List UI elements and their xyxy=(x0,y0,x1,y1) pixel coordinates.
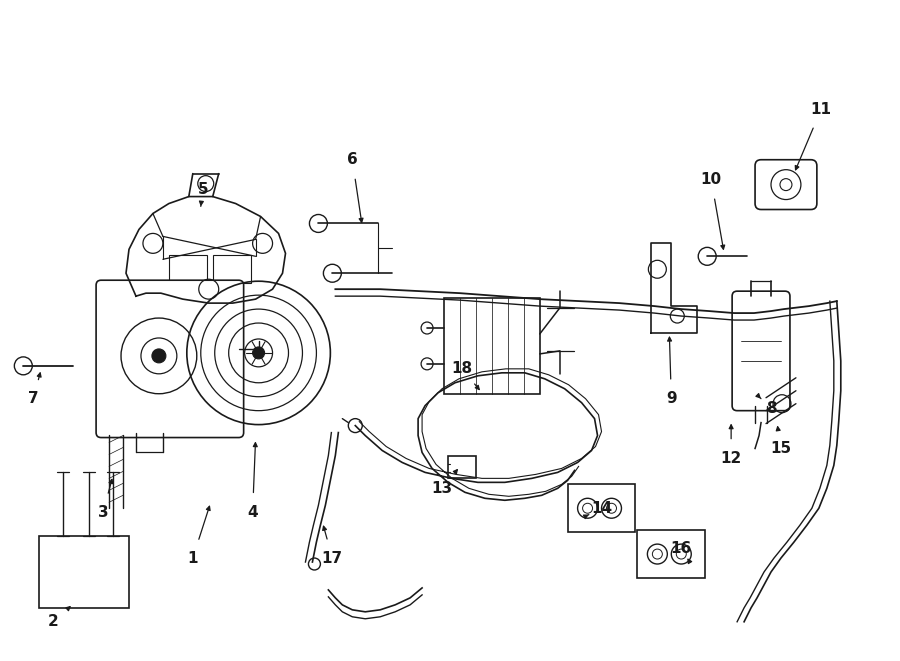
Bar xyxy=(40,536,129,608)
FancyBboxPatch shape xyxy=(732,291,790,410)
Text: 18: 18 xyxy=(452,362,472,376)
Circle shape xyxy=(253,347,265,359)
Text: 2: 2 xyxy=(48,614,58,629)
Bar xyxy=(568,485,635,532)
Text: 3: 3 xyxy=(98,505,108,520)
Bar xyxy=(169,255,207,283)
Bar xyxy=(448,457,476,479)
Text: 1: 1 xyxy=(187,551,198,566)
Bar xyxy=(637,530,706,578)
Text: 11: 11 xyxy=(810,102,832,118)
Bar xyxy=(444,298,540,394)
Text: 16: 16 xyxy=(670,541,692,556)
Text: 5: 5 xyxy=(197,182,208,197)
Text: 9: 9 xyxy=(666,391,677,407)
Circle shape xyxy=(152,349,166,363)
Text: 13: 13 xyxy=(431,481,453,496)
Text: 17: 17 xyxy=(322,551,343,566)
Text: 6: 6 xyxy=(346,152,357,167)
Text: 8: 8 xyxy=(766,401,777,416)
Text: 7: 7 xyxy=(28,391,39,407)
Text: 15: 15 xyxy=(770,441,791,456)
Bar xyxy=(212,255,250,283)
FancyBboxPatch shape xyxy=(755,160,817,210)
Text: 4: 4 xyxy=(248,505,258,520)
Text: 10: 10 xyxy=(700,172,722,187)
FancyBboxPatch shape xyxy=(96,280,244,438)
Text: 12: 12 xyxy=(721,451,742,466)
Text: 14: 14 xyxy=(591,501,612,516)
